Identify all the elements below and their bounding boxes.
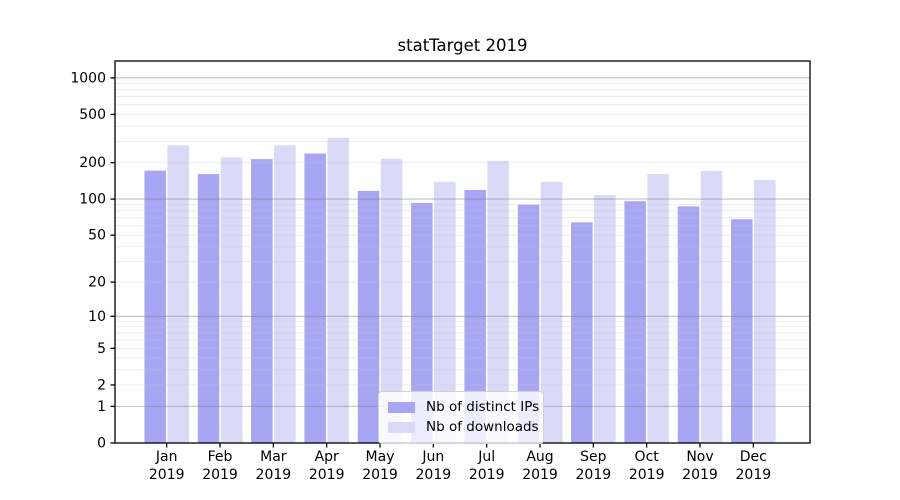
bar-downloads-may (380, 158, 403, 443)
bar-distinct-ips-mar (251, 159, 273, 443)
x-year-label-jun: 2019 (416, 467, 452, 483)
x-year-label-apr: 2019 (309, 467, 345, 483)
x-year-label-oct: 2019 (629, 467, 665, 483)
y-tick-label-2: 2 (97, 377, 106, 393)
bar-distinct-ips-may (357, 190, 380, 443)
chart-title: statTarget 2019 (397, 36, 528, 55)
x-month-label-oct: Oct (635, 449, 660, 465)
x-year-label-jul: 2019 (469, 467, 505, 483)
x-month-label-nov: Nov (686, 449, 713, 465)
y-tick-label-100: 100 (79, 192, 106, 208)
bar-distinct-ips-jun (411, 202, 433, 443)
y-tick-label-0: 0 (97, 436, 106, 452)
y-tick-label-500: 500 (79, 107, 106, 123)
y-tick-label-20: 20 (88, 275, 106, 291)
x-year-label-aug: 2019 (522, 467, 558, 483)
bar-distinct-ips-oct (624, 201, 646, 443)
bar-downloads-jun (434, 181, 456, 443)
y-tick-label-50: 50 (88, 228, 106, 244)
x-month-label-dec: Dec (740, 449, 767, 465)
x-month-label-jan: Jan (155, 449, 178, 465)
bar-distinct-ips-apr (304, 153, 326, 444)
x-month-label-jul: Jul (477, 449, 495, 465)
x-year-label-nov: 2019 (682, 467, 718, 483)
bar-distinct-ips-sep (571, 222, 593, 443)
bar-downloads-aug (540, 181, 563, 443)
bar-downloads-nov (700, 170, 723, 443)
x-month-label-may: May (366, 449, 395, 465)
bar-downloads-oct (647, 174, 669, 443)
x-month-label-apr: Apr (315, 449, 339, 465)
bar-distinct-ips-dec (731, 219, 753, 443)
legend-label-downloads: Nb of downloads (426, 419, 539, 435)
x-month-label-feb: Feb (208, 449, 233, 465)
x-year-label-mar: 2019 (256, 467, 292, 483)
y-tick-label-200: 200 (79, 155, 106, 171)
bar-downloads-apr (327, 137, 349, 444)
x-month-label-jun: Jun (421, 449, 444, 465)
legend-row-downloads: Nb of downloads (388, 417, 539, 437)
bar-distinct-ips-feb (197, 174, 220, 443)
bar-distinct-ips-nov (677, 206, 700, 443)
x-month-label-mar: Mar (260, 449, 287, 465)
y-tick-label-10: 10 (88, 309, 106, 325)
x-month-label-aug: Aug (526, 449, 553, 465)
bar-downloads-sep (594, 195, 616, 443)
bar-downloads-mar (274, 145, 296, 443)
legend-label-distinct-ips: Nb of distinct IPs (426, 399, 540, 415)
y-tick-label-1: 1 (97, 399, 106, 415)
bar-downloads-dec (754, 179, 776, 443)
bar-distinct-ips-jul (464, 189, 486, 443)
bar-downloads-jan (167, 145, 189, 443)
legend-row-distinct-ips: Nb of distinct IPs (388, 397, 539, 417)
bar-downloads-feb (220, 157, 243, 443)
x-year-label-feb: 2019 (202, 467, 238, 483)
x-year-label-dec: 2019 (736, 467, 772, 483)
legend-swatch-downloads (388, 421, 415, 433)
y-tick-label-5: 5 (97, 341, 106, 357)
x-year-label-may: 2019 (362, 467, 398, 483)
bar-distinct-ips-jan (144, 170, 166, 443)
legend-swatch-distinct-ips (388, 401, 415, 413)
legend: Nb of distinct IPs Nb of downloads (378, 391, 544, 444)
x-year-label-jan: 2019 (149, 467, 185, 483)
bar-downloads-jul (487, 160, 509, 443)
y-tick-label-1000: 1000 (70, 70, 106, 86)
bar-distinct-ips-aug (517, 204, 540, 443)
x-year-label-sep: 2019 (576, 467, 612, 483)
x-month-label-sep: Sep (580, 449, 607, 465)
